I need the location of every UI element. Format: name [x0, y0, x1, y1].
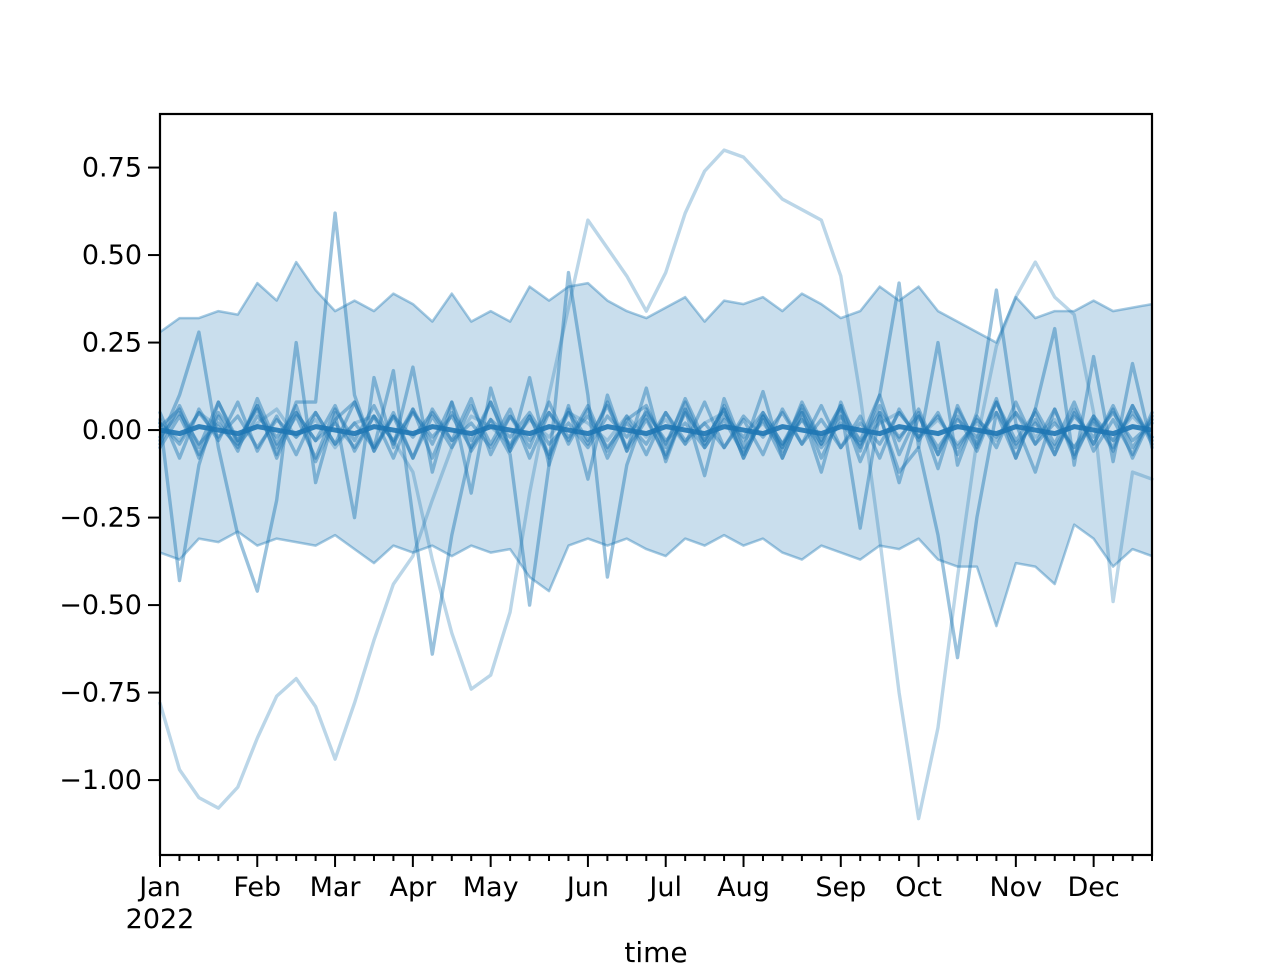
- y-tick-label: 0.00: [82, 415, 142, 446]
- x-tick-label: May: [463, 872, 519, 903]
- y-tick-label: 0.75: [82, 153, 142, 184]
- x-tick-label: Sep: [815, 872, 866, 903]
- y-tick-label: −0.50: [59, 590, 142, 621]
- x-tick-label: Apr: [390, 872, 438, 903]
- x-tick-label: Nov: [989, 872, 1042, 903]
- member-06-line: [158, 326, 1154, 593]
- y-tick-label: 0.50: [82, 240, 142, 271]
- member-08-line: [158, 281, 1154, 474]
- member-10-line: [158, 410, 1154, 450]
- y-tick-label: −1.00: [59, 765, 142, 796]
- x-tick-label: Jan: [137, 872, 181, 903]
- band-upper-edge: [159, 260, 1153, 344]
- x-tick-label: Mar: [310, 872, 362, 903]
- y-axis: 0.75 0.50 0.25 0.00 −0.25 −0.50 −0.75 −1.00: [59, 153, 160, 796]
- band-lower-edge: [159, 523, 1153, 628]
- confidence-band: [159, 260, 1153, 628]
- x-tick-label: Oct: [895, 872, 942, 903]
- y-tick-label: −0.75: [59, 678, 142, 709]
- member-05-line: [158, 270, 1154, 607]
- ensemble-lines: [158, 148, 1154, 821]
- x-tick-label: Jun: [565, 872, 609, 903]
- x-tick-label: Jul: [647, 872, 682, 903]
- x-tick-label: Feb: [233, 872, 281, 903]
- x-tick-label: Aug: [717, 872, 770, 903]
- x-axis-title: time: [624, 936, 688, 969]
- mean-line: [159, 424, 1153, 437]
- y-tick-label: 0.25: [82, 328, 142, 359]
- x-year-sublabel: 2022: [126, 904, 195, 935]
- x-tick-label: Dec: [1068, 872, 1120, 903]
- member-02-line: [158, 148, 1154, 821]
- axes-frame: [158, 112, 1154, 857]
- member-03-line: [158, 396, 1154, 660]
- y-tick-label: −0.25: [59, 503, 142, 534]
